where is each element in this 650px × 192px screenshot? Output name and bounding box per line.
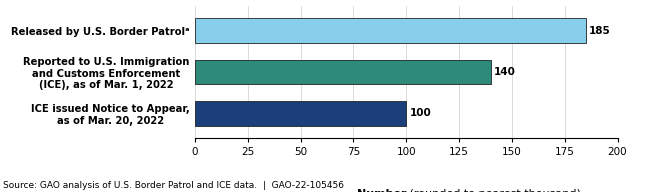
Text: Number: Number	[357, 189, 406, 192]
Bar	[195, 101, 406, 126]
Text: (rounded to nearest thousand): (rounded to nearest thousand)	[406, 189, 581, 192]
Text: Source: GAO analysis of U.S. Border Patrol and ICE data.  |  GAO-22-105456: Source: GAO analysis of U.S. Border Patr…	[3, 181, 344, 190]
Text: 185: 185	[589, 26, 611, 36]
Text: 140: 140	[494, 67, 516, 77]
Text: 100: 100	[410, 108, 431, 118]
Bar	[195, 18, 586, 43]
Bar	[195, 60, 491, 84]
